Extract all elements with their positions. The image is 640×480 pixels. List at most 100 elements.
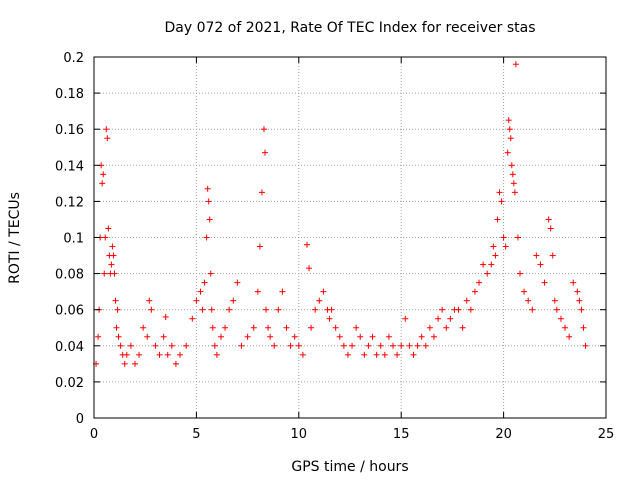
x-tick-label: 15 [393, 427, 410, 442]
data-point [103, 126, 110, 133]
data-point [576, 297, 583, 304]
y-tick-label: 0.04 [55, 340, 84, 355]
data-point [340, 342, 347, 349]
y-tick-label: 0.12 [55, 195, 84, 210]
data-point [353, 324, 360, 331]
data-point [435, 315, 442, 322]
data-point [480, 261, 487, 268]
data-point [557, 315, 564, 322]
data-point [217, 333, 224, 340]
data-point [332, 324, 339, 331]
data-point [203, 234, 210, 241]
data-point [471, 288, 478, 295]
data-point [146, 297, 153, 304]
data-point [99, 180, 106, 187]
data-point [306, 265, 313, 272]
data-point [349, 342, 356, 349]
data-point [533, 252, 540, 259]
data-point [258, 189, 265, 196]
data-point [160, 333, 167, 340]
data-point [547, 225, 554, 232]
data-point [516, 270, 523, 277]
data-point [510, 180, 517, 187]
data-point [484, 270, 491, 277]
data-point [211, 342, 218, 349]
data-point [443, 324, 450, 331]
chart-title: Day 072 of 2021, Rate Of TEC Index for r… [164, 20, 535, 36]
data-point [308, 324, 315, 331]
data-point [504, 149, 511, 156]
data-point [361, 351, 368, 358]
y-tick-label: 0.08 [55, 268, 84, 283]
data-point [545, 216, 552, 223]
data-point [537, 261, 544, 268]
data-point [394, 351, 401, 358]
data-point [357, 333, 364, 340]
data-point [582, 342, 589, 349]
data-point [209, 324, 216, 331]
data-point [549, 252, 556, 259]
data-point [256, 243, 263, 250]
data-point [263, 306, 270, 313]
data-point [566, 333, 573, 340]
data-point [201, 279, 208, 286]
data-point [183, 342, 190, 349]
data-point [377, 342, 384, 349]
data-point [463, 297, 470, 304]
data-point [529, 306, 536, 313]
data-point [398, 342, 405, 349]
data-point [551, 297, 558, 304]
data-point [381, 351, 388, 358]
data-point [199, 306, 206, 313]
data-point [115, 333, 122, 340]
y-tick-label: 0.06 [55, 304, 84, 319]
data-point [369, 333, 376, 340]
data-point [492, 252, 499, 259]
data-point [418, 333, 425, 340]
data-point [490, 243, 497, 250]
data-point [402, 315, 409, 322]
data-point [476, 279, 483, 286]
data-point [574, 288, 581, 295]
data-point [553, 306, 560, 313]
data-point [439, 306, 446, 313]
data-point [326, 315, 333, 322]
data-point [312, 306, 319, 313]
y-tick-label: 0 [76, 412, 84, 427]
data-point [123, 351, 130, 358]
x-tick-label: 25 [598, 427, 615, 442]
data-point [265, 324, 272, 331]
data-point [197, 288, 204, 295]
data-point [244, 333, 251, 340]
grid-lines [94, 57, 606, 418]
data-point [254, 288, 261, 295]
data-point [410, 351, 417, 358]
data-point [283, 324, 290, 331]
data-point [507, 135, 514, 142]
data-point [279, 288, 286, 295]
data-point [226, 306, 233, 313]
axis-ticks [93, 56, 607, 419]
data-point [496, 189, 503, 196]
x-tick-label: 20 [495, 427, 512, 442]
data-point [365, 342, 372, 349]
data-point [127, 342, 134, 349]
data-point [102, 234, 109, 241]
data-point [562, 324, 569, 331]
data-point [206, 216, 213, 223]
data-point [144, 333, 151, 340]
y-tick-label: 0.02 [55, 376, 84, 391]
y-tick-label: 0.18 [55, 87, 84, 102]
data-point [514, 234, 521, 241]
data-point [105, 225, 112, 232]
data-points [93, 61, 589, 367]
data-point [467, 306, 474, 313]
data-point [262, 149, 269, 156]
y-tick-label: 0.2 [63, 51, 84, 66]
data-point [295, 342, 302, 349]
data-point [500, 234, 507, 241]
data-point [121, 360, 128, 367]
data-point [152, 342, 159, 349]
data-point [164, 351, 171, 358]
data-point [250, 324, 257, 331]
